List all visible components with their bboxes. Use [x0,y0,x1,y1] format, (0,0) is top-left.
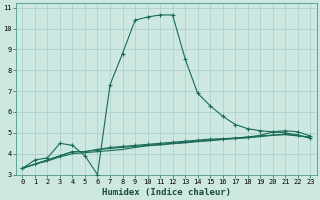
X-axis label: Humidex (Indice chaleur): Humidex (Indice chaleur) [102,188,231,197]
